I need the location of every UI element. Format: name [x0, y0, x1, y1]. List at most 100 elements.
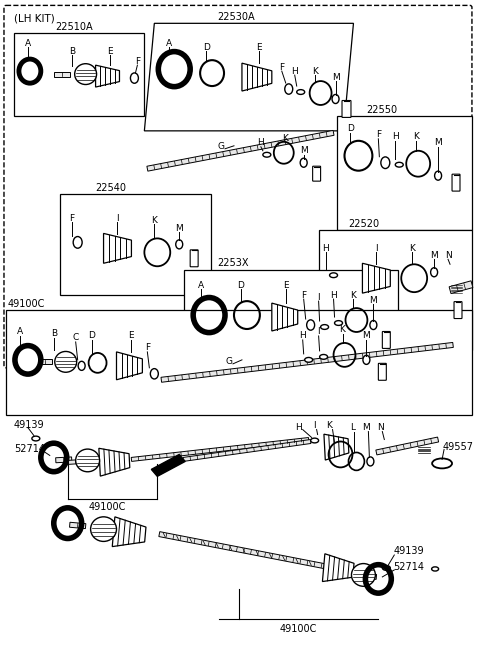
- Text: M: M: [300, 146, 308, 155]
- Text: A: A: [17, 327, 23, 337]
- Polygon shape: [323, 554, 354, 581]
- Ellipse shape: [383, 565, 390, 570]
- Text: H: H: [322, 244, 329, 253]
- Text: H: H: [300, 331, 306, 340]
- Text: F: F: [279, 62, 284, 72]
- Polygon shape: [324, 434, 349, 460]
- Polygon shape: [144, 24, 353, 131]
- Polygon shape: [362, 263, 390, 293]
- Text: K: K: [409, 244, 415, 253]
- Text: 22510A: 22510A: [55, 22, 92, 32]
- Text: 49139: 49139: [393, 546, 424, 556]
- Ellipse shape: [55, 352, 77, 372]
- Polygon shape: [38, 359, 52, 364]
- Ellipse shape: [432, 567, 439, 571]
- Text: D: D: [238, 281, 244, 290]
- Text: I: I: [317, 293, 320, 302]
- Ellipse shape: [367, 457, 374, 466]
- Text: M: M: [332, 73, 339, 81]
- Ellipse shape: [351, 564, 375, 586]
- Text: B: B: [69, 47, 75, 56]
- Text: 49100C: 49100C: [280, 624, 317, 634]
- Text: K: K: [312, 67, 318, 75]
- Ellipse shape: [395, 162, 403, 167]
- Polygon shape: [6, 310, 472, 415]
- Polygon shape: [449, 281, 473, 293]
- Polygon shape: [242, 63, 272, 91]
- Ellipse shape: [320, 354, 327, 359]
- Text: A: A: [166, 39, 172, 48]
- FancyBboxPatch shape: [383, 331, 390, 348]
- Ellipse shape: [76, 449, 99, 472]
- Polygon shape: [54, 72, 70, 77]
- Text: D: D: [347, 125, 354, 133]
- Polygon shape: [183, 440, 311, 461]
- Polygon shape: [147, 131, 334, 171]
- Text: F: F: [301, 291, 306, 300]
- Ellipse shape: [75, 64, 96, 85]
- Ellipse shape: [300, 158, 307, 167]
- Polygon shape: [319, 230, 472, 350]
- Text: H: H: [257, 138, 264, 148]
- Text: I: I: [375, 244, 378, 253]
- Ellipse shape: [32, 436, 40, 441]
- Text: I: I: [313, 421, 316, 430]
- Ellipse shape: [131, 73, 138, 83]
- Polygon shape: [112, 517, 146, 546]
- Ellipse shape: [305, 358, 312, 362]
- Text: 49100C: 49100C: [89, 502, 126, 512]
- Ellipse shape: [91, 517, 117, 541]
- Text: 49100C: 49100C: [8, 299, 45, 309]
- Text: M: M: [370, 296, 377, 304]
- Text: 52714: 52714: [393, 562, 424, 572]
- Ellipse shape: [330, 273, 337, 277]
- Polygon shape: [96, 65, 120, 87]
- Text: B: B: [51, 329, 57, 338]
- Text: 22520: 22520: [348, 220, 380, 230]
- Text: K: K: [325, 421, 332, 430]
- Text: G: G: [217, 142, 225, 152]
- FancyBboxPatch shape: [4, 5, 472, 368]
- Text: M: M: [362, 423, 370, 432]
- Text: K: K: [350, 291, 356, 300]
- Text: H: H: [295, 423, 302, 432]
- Text: H: H: [291, 67, 298, 75]
- Text: 22540: 22540: [96, 182, 127, 193]
- FancyBboxPatch shape: [452, 174, 460, 191]
- Text: M: M: [434, 138, 442, 148]
- FancyBboxPatch shape: [190, 250, 198, 267]
- FancyBboxPatch shape: [454, 302, 462, 319]
- Ellipse shape: [285, 84, 293, 94]
- Polygon shape: [376, 437, 439, 455]
- Text: M: M: [175, 224, 183, 233]
- Polygon shape: [68, 459, 100, 464]
- Polygon shape: [159, 531, 329, 569]
- Text: N: N: [377, 423, 384, 432]
- Ellipse shape: [307, 320, 314, 330]
- Polygon shape: [336, 116, 472, 230]
- Text: M: M: [362, 331, 370, 340]
- Text: H: H: [330, 291, 337, 300]
- Text: F: F: [69, 214, 74, 223]
- Text: M: M: [430, 251, 438, 260]
- Ellipse shape: [370, 321, 377, 329]
- Ellipse shape: [332, 94, 339, 104]
- FancyBboxPatch shape: [312, 166, 321, 181]
- Text: C: C: [72, 333, 79, 342]
- Text: E: E: [283, 281, 288, 290]
- Text: 22550: 22550: [366, 105, 397, 115]
- Text: 52714: 52714: [14, 445, 45, 455]
- Text: A: A: [198, 281, 204, 290]
- Polygon shape: [161, 342, 453, 382]
- Polygon shape: [104, 234, 132, 263]
- Text: I: I: [116, 214, 119, 223]
- Text: F: F: [145, 343, 150, 352]
- Ellipse shape: [78, 361, 85, 371]
- Text: F: F: [135, 56, 140, 66]
- Text: K: K: [282, 134, 288, 143]
- Ellipse shape: [321, 325, 329, 329]
- Text: K: K: [413, 133, 419, 141]
- Ellipse shape: [297, 90, 305, 94]
- Polygon shape: [56, 457, 72, 462]
- Ellipse shape: [263, 152, 271, 157]
